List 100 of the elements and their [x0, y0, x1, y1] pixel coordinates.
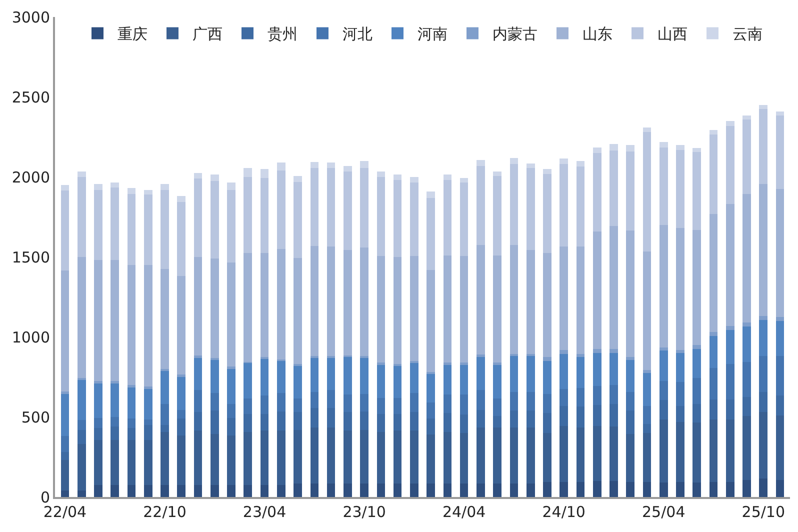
bar: [393, 180, 402, 257]
bar: [476, 160, 485, 166]
bar: [144, 265, 152, 387]
bar: [310, 408, 319, 428]
bar: [310, 358, 319, 392]
bar: [759, 105, 768, 109]
bar: [227, 368, 236, 404]
bar: [576, 427, 585, 482]
bar: [160, 485, 169, 497]
bar: [277, 170, 286, 249]
bar: [426, 198, 435, 270]
bar: [576, 161, 585, 167]
bar: [326, 168, 336, 247]
legend-label: 贵州: [268, 25, 298, 44]
bar: [77, 171, 86, 177]
bar: [576, 166, 585, 247]
bar: [642, 370, 652, 373]
bar: [776, 480, 784, 497]
bar: [560, 426, 568, 482]
bar: [227, 435, 236, 485]
bar: [376, 432, 386, 484]
bar: [260, 358, 269, 396]
bar: [277, 360, 286, 393]
bar: [277, 249, 286, 360]
bar: [127, 194, 136, 265]
bar: [659, 400, 668, 420]
bar: [543, 253, 552, 357]
bar: [692, 345, 702, 349]
bar: [94, 184, 102, 190]
bar: [543, 357, 552, 361]
bar: [194, 355, 202, 358]
bar: [194, 485, 202, 497]
bar: [77, 420, 86, 430]
bar: [260, 430, 269, 485]
bar: [742, 480, 751, 497]
bar: [344, 483, 352, 497]
bar: [110, 485, 120, 497]
bar: [127, 188, 136, 194]
bar: [210, 393, 219, 411]
bar: [194, 390, 202, 412]
x-tick-label: 25/10: [742, 503, 786, 521]
bar: [210, 434, 219, 485]
bar: [460, 394, 468, 415]
bar: [127, 485, 136, 497]
legend-label: 河北: [342, 25, 372, 44]
bar: [60, 391, 70, 394]
bar: [526, 392, 535, 411]
bar: [560, 406, 568, 426]
bar: [742, 362, 751, 397]
y-tick-label: 2500: [12, 88, 50, 106]
bar: [460, 364, 468, 395]
bar: [742, 397, 751, 416]
bar: [260, 253, 269, 357]
bar: [726, 326, 734, 330]
bar: [393, 174, 402, 180]
bar: [676, 482, 684, 497]
bar: [676, 228, 684, 350]
bar: [244, 168, 252, 177]
bar: [160, 432, 169, 485]
bar: [610, 404, 618, 427]
bar: [177, 418, 186, 436]
bar: [326, 408, 336, 428]
bar: [626, 145, 635, 152]
bar: [227, 190, 236, 263]
legend-label: 山东: [582, 25, 612, 44]
x-tick-label: 24/10: [542, 503, 586, 521]
bar: [759, 109, 768, 184]
bar: [759, 392, 768, 412]
bar: [726, 482, 734, 497]
bar: [77, 490, 86, 497]
bar: [260, 395, 269, 414]
x-tick-label: 23/04: [242, 503, 286, 521]
bar: [460, 182, 468, 256]
bar: [610, 150, 618, 226]
bar: [426, 434, 435, 484]
bar: [60, 436, 70, 452]
bar: [592, 405, 602, 426]
bar: [576, 357, 585, 388]
bar: [310, 483, 319, 497]
bar: [476, 483, 485, 497]
bar: [110, 426, 120, 440]
bar: [759, 478, 768, 497]
bar: [676, 145, 684, 150]
bar: [277, 411, 286, 431]
bar: [177, 410, 186, 419]
bar: [326, 483, 336, 497]
bar: [476, 410, 485, 428]
bar: [443, 180, 452, 256]
bar: [659, 419, 668, 483]
bar: [526, 168, 535, 250]
bar: [344, 412, 352, 431]
bar: [676, 382, 684, 406]
bar: [344, 250, 352, 356]
bar: [426, 270, 435, 372]
bar: [326, 390, 336, 408]
bar: [260, 178, 269, 253]
bar: [626, 230, 635, 357]
bar: [326, 427, 336, 484]
bar: [576, 246, 585, 354]
bar: [294, 366, 302, 399]
